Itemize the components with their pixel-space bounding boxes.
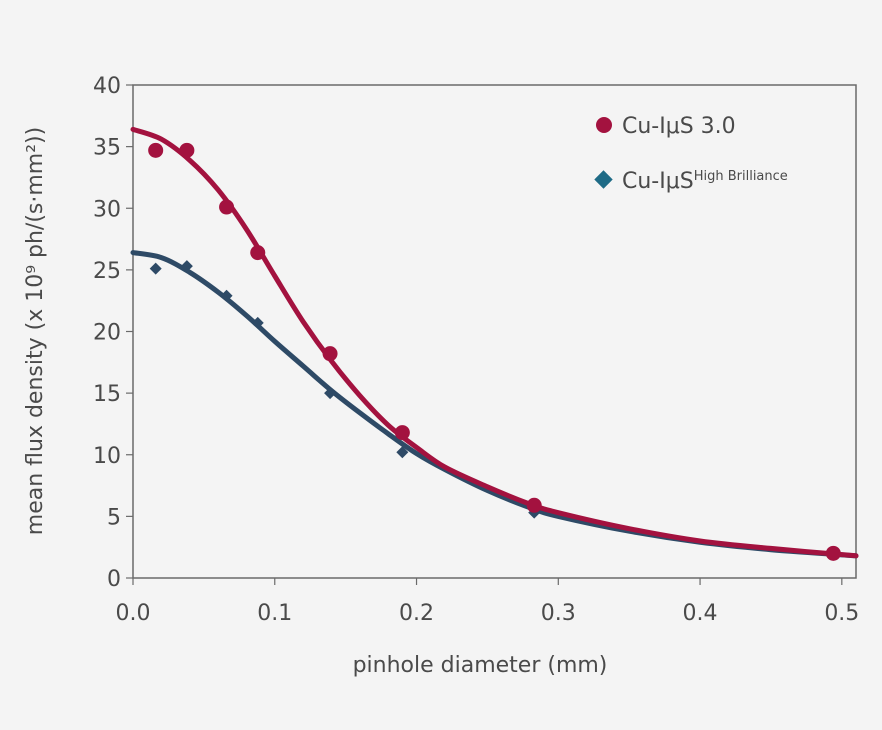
x-axis-ticks: 0.0 0.1 0.2 0.3 0.4 0.5 (116, 578, 859, 626)
x-tick-label: 0.3 (541, 601, 576, 626)
data-point-cu-ius-3 (219, 199, 235, 215)
y-tick-label: 20 (93, 321, 121, 346)
legend-label-cu-ius-hb: Cu-IμSHigh Brilliance (622, 169, 788, 194)
data-point-cu-ius-3 (322, 346, 338, 362)
x-tick-label: 0.0 (116, 601, 151, 626)
y-tick-label: 15 (93, 382, 121, 407)
y-axis-ticks: 0 5 10 15 20 25 30 35 40 (93, 74, 133, 592)
legend-label-cu-ius-3: Cu-IμS 3.0 (622, 114, 736, 139)
y-tick-label: 35 (93, 136, 121, 161)
legend: Cu-IμS 3.0 Cu-IμSHigh Brilliance (594, 114, 788, 194)
series-layer (130, 126, 859, 561)
data-point-cu-ius-hb (149, 262, 162, 275)
data-point-cu-ius-3 (148, 142, 164, 158)
y-tick-label: 0 (107, 567, 121, 592)
data-point-cu-ius-hb (324, 387, 337, 400)
data-point-cu-ius-3 (179, 142, 195, 158)
y-tick-label: 5 (107, 505, 121, 530)
data-point-cu-ius-hb (180, 260, 193, 273)
y-tick-label: 40 (93, 74, 121, 99)
data-point-cu-ius-3 (526, 497, 542, 513)
legend-label-sup: High Brilliance (694, 169, 788, 184)
x-tick-label: 0.1 (257, 601, 292, 626)
data-point-cu-ius-hb (251, 316, 264, 329)
y-tick-label: 10 (93, 444, 121, 469)
legend-label-main: Cu-IμS (622, 169, 694, 194)
y-tick-label: 25 (93, 259, 121, 284)
x-tick-label: 0.2 (399, 601, 434, 626)
y-tick-label: 30 (93, 197, 121, 222)
data-point-cu-ius-hb (220, 289, 233, 302)
data-point-cu-ius-hb (396, 446, 409, 459)
y-axis-label: mean flux density (x 10⁹ ph/(s·mm²)) (23, 127, 48, 535)
plot-area (132, 84, 857, 579)
x-tick-label: 0.5 (824, 601, 859, 626)
fit-line-cu-ius-3 (130, 126, 859, 559)
x-axis-label: pinhole diameter (mm) (353, 653, 608, 678)
legend-marker-cu-ius-3 (596, 117, 612, 133)
legend-marker-cu-ius-hb (594, 170, 613, 189)
data-point-cu-ius-3 (250, 245, 266, 261)
data-point-cu-ius-3 (394, 425, 410, 441)
x-tick-label: 0.4 (683, 601, 718, 626)
data-point-cu-ius-3 (825, 545, 841, 561)
